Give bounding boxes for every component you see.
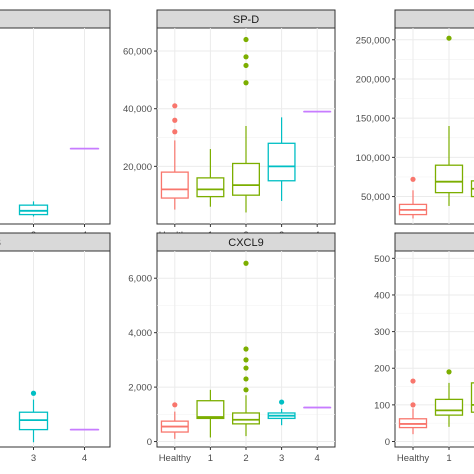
outlier-point	[172, 117, 178, 123]
outlier-point	[446, 35, 452, 41]
box-2	[231, 36, 260, 213]
box-iqr	[434, 398, 464, 416]
panel-strip	[0, 9, 111, 29]
x-tick-label: Healthy	[397, 453, 429, 464]
outlier-point	[243, 62, 249, 69]
x-tick-label: 3	[31, 453, 36, 464]
y-tick-label: 40,000	[123, 104, 152, 115]
box-iqr	[18, 204, 49, 216]
plot-area	[0, 27, 111, 225]
outlier-point	[243, 54, 249, 60]
y-tick-label: 6,000	[128, 274, 152, 285]
outlier-point	[243, 346, 249, 352]
box-iqr	[231, 162, 260, 196]
outlier-point	[243, 36, 249, 43]
panel-5: CXCL9 0 2,000 4,000 6,000 Healthy 1 2 3 4	[128, 232, 336, 464]
outlier-point	[279, 399, 285, 405]
box-3	[18, 201, 49, 217]
panel-4: CA15.3234	[0, 232, 111, 464]
box-iqr	[267, 142, 296, 182]
box-1	[196, 389, 225, 438]
y-tick-label: 200	[374, 364, 390, 375]
box-iqr	[196, 177, 225, 198]
box-iqr	[196, 400, 225, 420]
x-tick-label: 1	[446, 453, 451, 464]
panel-title: CXCL9	[228, 237, 263, 249]
outlier-point	[410, 402, 416, 408]
plot-area	[394, 27, 474, 225]
box-iqr	[160, 171, 189, 199]
outlier-point	[243, 376, 249, 382]
y-tick-label: 4,000	[128, 328, 152, 339]
box-1	[434, 35, 464, 206]
y-tick-label: 250,000	[356, 35, 390, 46]
outlier-point	[172, 402, 178, 408]
outlier-point	[30, 390, 37, 396]
outlier-point	[243, 365, 249, 371]
plot-area	[0, 250, 111, 448]
y-tick-label: 0	[147, 437, 152, 448]
panel-title: SP-D	[233, 14, 259, 26]
plot-area	[394, 250, 474, 448]
box-3	[267, 117, 296, 201]
box-3	[267, 399, 296, 426]
box-Healthy	[160, 402, 189, 439]
x-tick-label: 2	[243, 453, 248, 464]
box-Healthy	[160, 103, 189, 210]
box-Healthy	[398, 176, 428, 219]
panel-6: C0100200300400500Healthy12	[374, 232, 474, 464]
box-Healthy	[398, 378, 428, 435]
y-tick-label: 20,000	[123, 162, 152, 173]
box-2	[231, 260, 260, 437]
box-iqr	[231, 412, 260, 425]
outlier-point	[243, 387, 249, 393]
panel-1: SAA234	[0, 9, 111, 241]
outlier-point	[172, 129, 178, 135]
y-tick-label: 150,000	[356, 114, 390, 125]
outlier-point	[243, 80, 249, 86]
y-tick-label: 100,000	[356, 153, 390, 164]
outlier-point	[410, 378, 416, 384]
panel-strip	[394, 232, 474, 252]
outlier-point	[410, 176, 416, 182]
y-tick-label: 60,000	[123, 47, 152, 58]
y-tick-label: 200,000	[356, 74, 390, 85]
x-tick-label: 3	[279, 453, 284, 464]
x-tick-label: 1	[208, 453, 213, 464]
x-tick-label: 4	[82, 453, 87, 464]
x-tick-label: 4	[315, 453, 320, 464]
y-tick-label: 300	[374, 327, 390, 338]
outlier-point	[243, 260, 249, 266]
x-tick-label: Healthy	[159, 453, 191, 464]
y-tick-label: 0	[385, 437, 390, 448]
outlier-point	[446, 369, 452, 375]
y-tick-label: 500	[374, 254, 390, 265]
outlier-point	[172, 103, 178, 109]
panel-strip	[0, 232, 111, 252]
y-tick-label: 50,000	[361, 192, 390, 203]
box-1	[434, 369, 464, 427]
y-tick-label: 400	[374, 290, 390, 301]
y-tick-label: 2,000	[128, 383, 152, 394]
box-2	[470, 180, 474, 198]
panel-strip	[394, 9, 474, 29]
box-iqr	[434, 164, 464, 194]
y-tick-label: 100	[374, 400, 390, 411]
box-1	[196, 149, 225, 207]
box-2	[470, 382, 474, 413]
outlier-point	[243, 357, 249, 363]
box-3	[18, 390, 49, 443]
box-iqr	[470, 382, 474, 413]
panel-title: CA15.3	[0, 237, 1, 249]
